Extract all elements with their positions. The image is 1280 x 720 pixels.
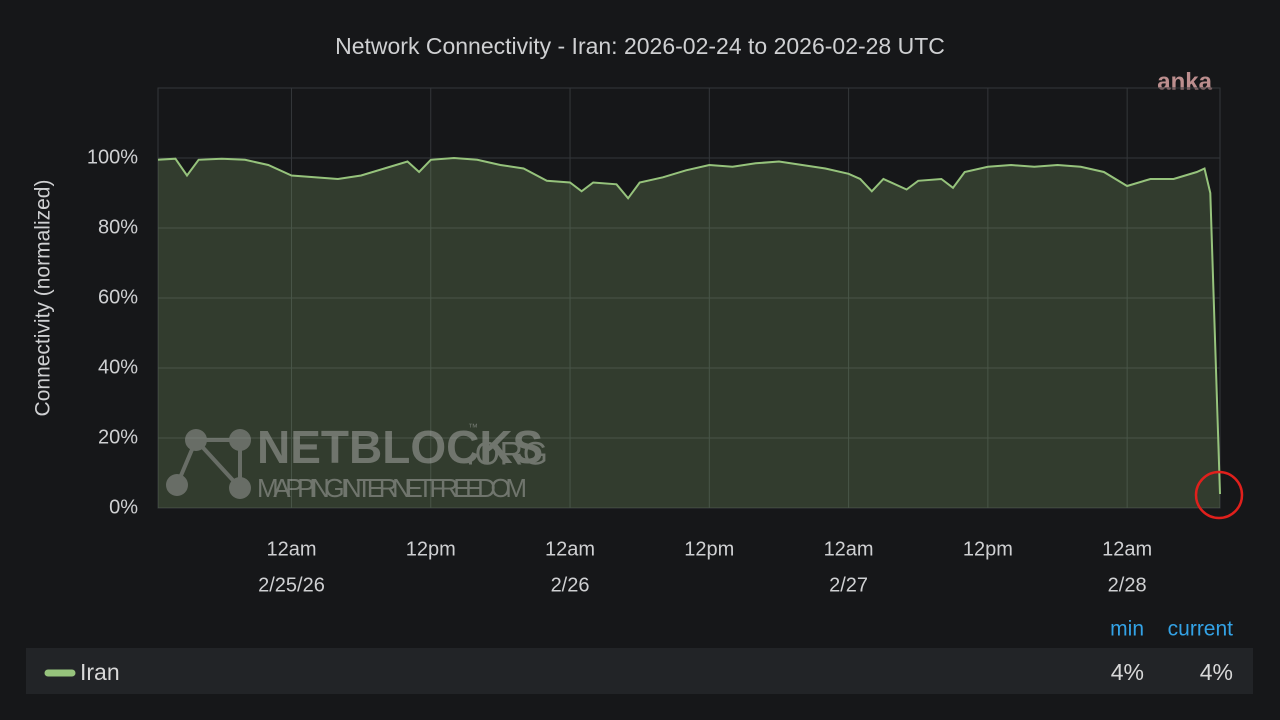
trademark: ™ xyxy=(468,423,478,434)
stat-header: current xyxy=(1168,618,1234,641)
y-tick-label: 100% xyxy=(87,146,138,168)
legend-row xyxy=(26,648,1253,694)
plot xyxy=(157,87,1221,509)
x-tick-label: 12am xyxy=(1102,538,1152,560)
x-tick-label: 2/25/26 xyxy=(258,574,325,596)
y-tick-label: 40% xyxy=(98,356,138,378)
y-tick-label: 0% xyxy=(109,496,138,518)
tagline: MAPPING INTERNET FREEDOM xyxy=(257,473,527,503)
y-tick-label: 80% xyxy=(98,216,138,238)
source-watermark: anka xyxy=(1157,68,1212,95)
x-tick-label: 12am xyxy=(824,538,874,560)
line xyxy=(157,156,1221,495)
stat-value: 4% xyxy=(1200,659,1233,685)
x-tick-label: 2/27 xyxy=(829,574,868,596)
x-tick-label: 12am xyxy=(266,538,316,560)
x-tick-label: 12am xyxy=(545,538,595,560)
brand-suffix: .ORG xyxy=(466,435,548,471)
stat-header: min xyxy=(1110,618,1144,641)
netblocks-watermark: NETBLOCKS .ORG ™ MAPPING INTERNET FREEDO… xyxy=(166,421,548,503)
area xyxy=(158,158,1220,508)
x-tick-label: 12pm xyxy=(406,538,456,560)
stat-value: 4% xyxy=(1111,659,1144,685)
x-tick-label: 2/26 xyxy=(551,574,590,596)
highlight-circle xyxy=(1194,470,1244,520)
y-axis-label: Connectivity (normalized) xyxy=(32,180,55,417)
x-tick-label: 12pm xyxy=(684,538,734,560)
brand: NETBLOCKS xyxy=(257,421,543,473)
y-tick-label: 20% xyxy=(98,426,138,448)
chart-title: Network Connectivity - Iran: 2026-02-24 … xyxy=(335,33,945,59)
legend-label: Iran xyxy=(80,659,120,685)
y-tick-label: 60% xyxy=(98,286,138,308)
x-tick-label: 12pm xyxy=(963,538,1013,560)
x-tick-label: 2/28 xyxy=(1108,574,1147,596)
